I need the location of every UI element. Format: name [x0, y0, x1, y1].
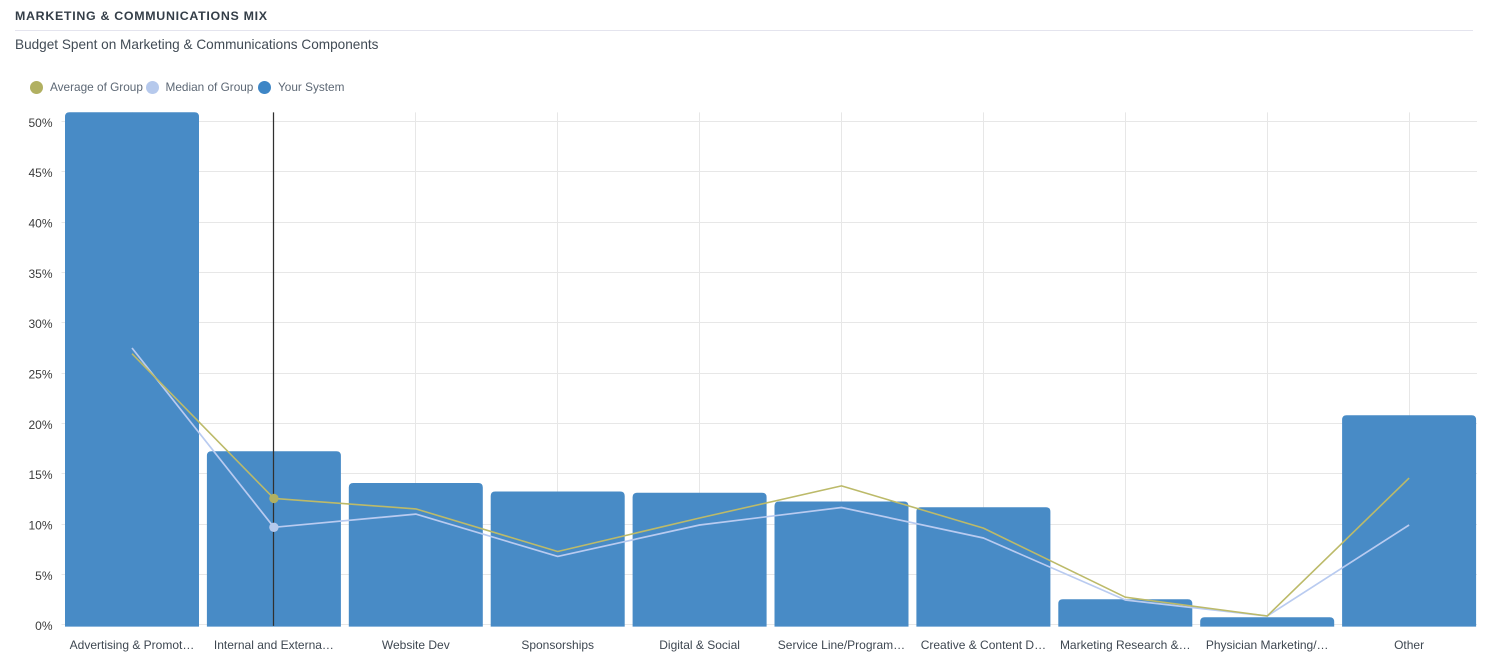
- svg-text:30%: 30%: [28, 317, 52, 331]
- svg-text:45%: 45%: [28, 166, 52, 180]
- svg-text:Service Line/Program…: Service Line/Program…: [778, 638, 905, 652]
- svg-text:0%: 0%: [35, 619, 53, 633]
- svg-text:Physician Marketing/…: Physician Marketing/…: [1206, 638, 1329, 652]
- svg-text:Advertising & Promot…: Advertising & Promot…: [70, 638, 195, 652]
- svg-text:Website Dev: Website Dev: [382, 638, 450, 652]
- svg-text:50%: 50%: [28, 116, 52, 130]
- svg-text:Digital & Social: Digital & Social: [659, 638, 740, 652]
- svg-text:15%: 15%: [28, 468, 52, 482]
- svg-text:Sponsorships: Sponsorships: [521, 638, 594, 652]
- svg-text:Marketing Research &…: Marketing Research &…: [1060, 638, 1191, 652]
- svg-text:5%: 5%: [35, 569, 53, 583]
- svg-text:Internal and Externa…: Internal and Externa…: [214, 638, 334, 652]
- svg-text:25%: 25%: [28, 368, 52, 382]
- svg-text:Creative & Content D…: Creative & Content D…: [921, 638, 1046, 652]
- svg-text:40%: 40%: [28, 217, 52, 231]
- svg-text:35%: 35%: [28, 267, 52, 281]
- svg-text:10%: 10%: [28, 519, 52, 533]
- svg-text:Other: Other: [1394, 638, 1424, 652]
- svg-text:20%: 20%: [28, 418, 52, 432]
